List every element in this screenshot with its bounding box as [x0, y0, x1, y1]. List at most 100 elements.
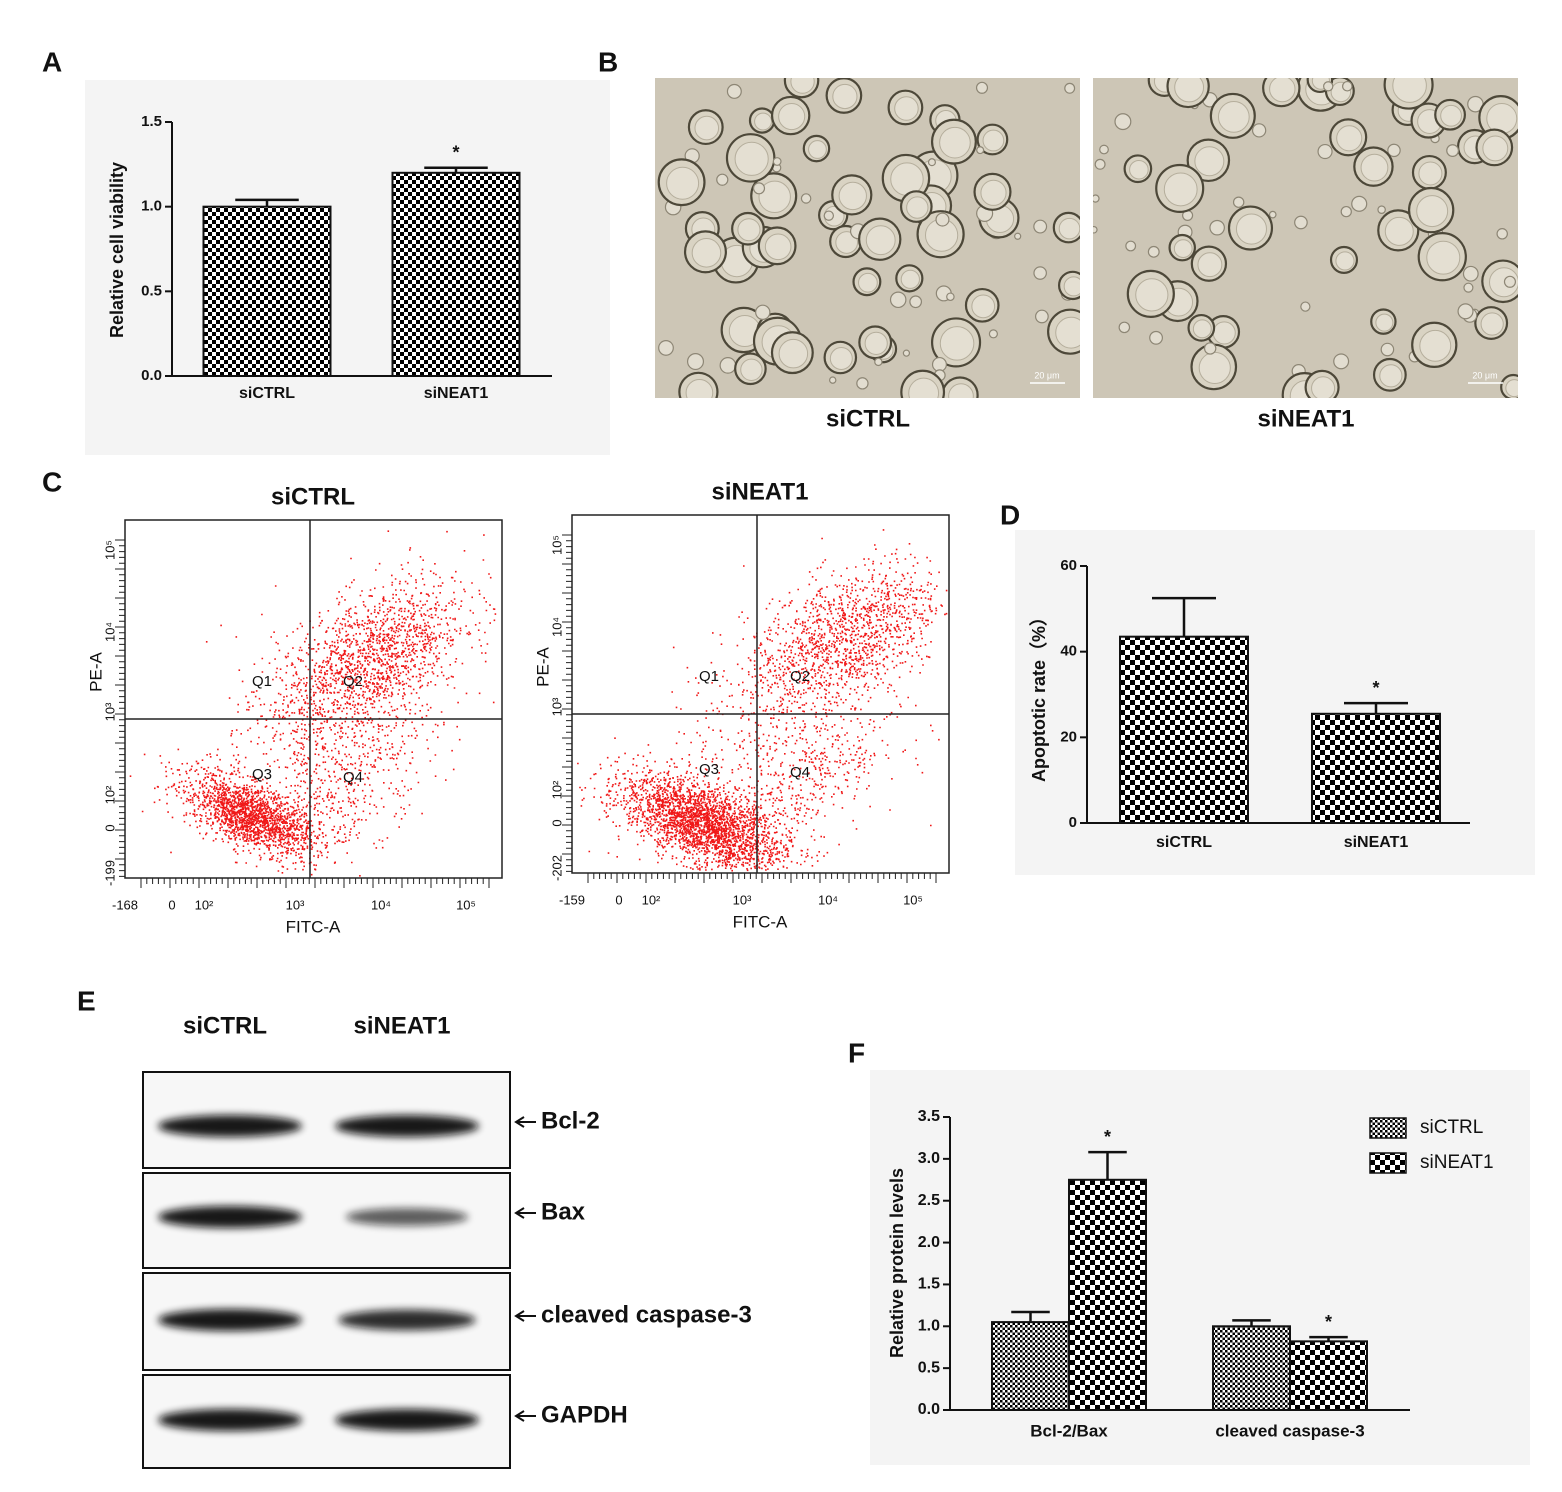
- cell: [1333, 353, 1350, 370]
- cell-interior: [1235, 213, 1268, 245]
- plot-title: siNEAT1: [712, 478, 809, 505]
- cell: [902, 349, 911, 357]
- band: [335, 1115, 479, 1137]
- legend-label: siCTRL: [1420, 1117, 1483, 1138]
- cell: [1094, 158, 1106, 170]
- cell-interior: [858, 272, 878, 293]
- cell: [856, 377, 869, 390]
- bar: [202, 205, 332, 377]
- y-tick-label: 10²: [549, 780, 564, 799]
- bar: [391, 171, 521, 377]
- cell: [1317, 143, 1333, 160]
- quadrant-label: Q4: [790, 764, 810, 781]
- significance-mark: *: [1372, 678, 1379, 698]
- cell-interior: [1418, 161, 1443, 186]
- plot-frame: [571, 514, 950, 874]
- y-tick-label: 10³: [549, 697, 564, 716]
- x-tick-label: -168: [112, 897, 138, 912]
- axis-ticks: [115, 539, 490, 888]
- y-axis-label: Relative cell viability: [107, 162, 127, 338]
- cell-interior: [1375, 313, 1394, 332]
- cell-interior: [1269, 78, 1296, 103]
- cell-interior: [982, 129, 1005, 152]
- panel-label: E: [77, 985, 96, 1016]
- cell: [716, 173, 729, 186]
- cell: [1014, 232, 1022, 240]
- cell: [1462, 265, 1479, 282]
- error-bar: [1152, 596, 1216, 637]
- lane-label: siCTRL: [183, 1012, 267, 1039]
- cell: [726, 83, 742, 99]
- cell-interior: [1217, 101, 1250, 133]
- bar: [1068, 1178, 1147, 1412]
- cell: [1035, 309, 1049, 324]
- plot-title: siCTRL: [271, 483, 355, 510]
- cell-interior: [864, 331, 888, 355]
- x-tick-label: 10²: [195, 897, 214, 912]
- cell-interior: [1336, 125, 1363, 152]
- events: [129, 530, 497, 877]
- cell-interior: [906, 196, 929, 219]
- y-tick-label: 0.0: [141, 367, 162, 384]
- cell-interior: [1055, 316, 1080, 349]
- bar: [1212, 1325, 1291, 1412]
- micrograph-caption: siCTRL: [826, 405, 910, 432]
- y-tick-label: 0: [102, 824, 117, 831]
- y-tick-label: 0: [549, 819, 564, 826]
- x-axis-label: FITC-A: [286, 917, 341, 936]
- cell-interior: [778, 338, 809, 369]
- y-tick-label: 10⁵: [549, 535, 564, 555]
- y-axis-label: Apoptotic rate（%）: [1029, 608, 1049, 782]
- scale-bar-label: 20 μm: [1034, 370, 1059, 380]
- panel-label: C: [42, 466, 62, 497]
- cell-interior: [1482, 135, 1509, 162]
- y-tick-label: 10⁴: [102, 622, 117, 642]
- band-label: Bcl-2: [541, 1107, 600, 1134]
- band-label: Bax: [541, 1198, 586, 1225]
- cell-interior: [764, 233, 792, 261]
- band: [158, 1409, 302, 1431]
- bar: [1119, 635, 1249, 824]
- cell: [1251, 123, 1267, 138]
- cell-interior: [1174, 78, 1205, 103]
- cell: [1342, 80, 1353, 92]
- error-bar: [1232, 1319, 1271, 1327]
- micrograph: [655, 78, 1080, 398]
- cell: [1033, 219, 1048, 234]
- cell: [988, 329, 998, 339]
- cell: [1033, 266, 1047, 280]
- y-tick-label: 10³: [102, 702, 117, 721]
- cell: [1149, 330, 1163, 345]
- significance-mark: *: [1325, 1312, 1332, 1332]
- lane-label: siNEAT1: [354, 1012, 451, 1039]
- arrow: [514, 1207, 536, 1219]
- cell-interior: [666, 166, 700, 200]
- band: [335, 1409, 479, 1431]
- cell: [1203, 342, 1217, 355]
- cell: [1209, 219, 1225, 236]
- cell-interior: [948, 383, 974, 398]
- y-tick-label: 1.0: [141, 198, 162, 215]
- panel-label: F: [848, 1037, 865, 1068]
- band-label: GAPDH: [541, 1401, 628, 1428]
- panel-label: D: [1000, 499, 1020, 530]
- cell: [752, 182, 766, 195]
- y-axis-label: Relative protein levels: [887, 1168, 907, 1358]
- axis-ticks: [562, 534, 937, 883]
- error-bar: [1011, 1310, 1050, 1323]
- error-bar: [235, 198, 299, 207]
- x-axis-label: FITC-A: [733, 912, 788, 931]
- y-tick-label: 2.0: [918, 1234, 940, 1251]
- error-bar: [424, 166, 488, 173]
- cell-interior: [1135, 278, 1169, 312]
- y-tick-label: 2.5: [918, 1192, 940, 1209]
- cell: [1300, 301, 1311, 312]
- legend-swatch: [1369, 1152, 1407, 1174]
- cell-interior: [1416, 195, 1449, 228]
- cell-interior: [1379, 364, 1403, 388]
- y-tick-label: 10²: [102, 785, 117, 804]
- y-tick-label: 0.5: [918, 1359, 940, 1376]
- bar: [1289, 1340, 1368, 1411]
- cell: [686, 353, 705, 371]
